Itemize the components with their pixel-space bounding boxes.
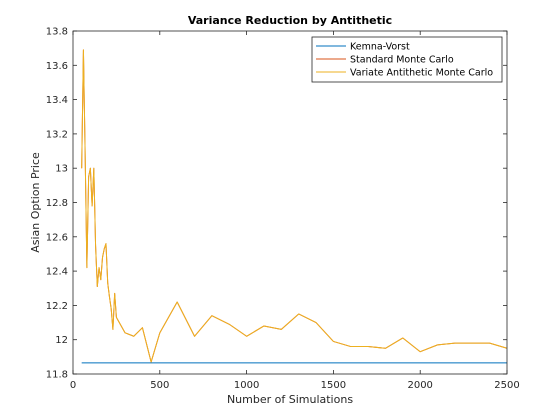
legend-label-0: Kemna-Vorst	[350, 42, 410, 53]
y-tick-label: 13.6	[46, 61, 68, 72]
x-tick-label: 1500	[321, 380, 346, 391]
series-line-2	[81, 49, 508, 363]
y-tick-label: 12	[55, 335, 68, 346]
y-tick-label: 12.2	[46, 301, 68, 312]
plot-area	[73, 31, 507, 374]
legend: Kemna-Vorst Standard Monte Carlo Variate A…	[311, 36, 503, 83]
legend-label-2: Variate Antithetic Monte Carlo	[350, 68, 493, 79]
axes-layer: 0 500 1000 1500 2000 2500 11.8 12 12.2 12.4 12.6 12…	[46, 27, 520, 392]
x-tick-label: 2000	[407, 380, 432, 391]
y-tick-label: 13.4	[46, 95, 68, 106]
y-axis-label: Asian Option Price	[29, 152, 42, 253]
y-tick-label: 13.2	[46, 129, 68, 140]
y-tick-label: 13.8	[46, 27, 68, 38]
legend-label-1: Standard Monte Carlo	[350, 55, 454, 66]
y-tick-label: 12.8	[46, 198, 68, 209]
y-tick-label: 12.4	[46, 267, 68, 278]
y-tick-label: 11.8	[46, 370, 68, 381]
chart-title: Variance Reduction by Antithetic	[188, 14, 392, 27]
y-tick-label: 13	[55, 164, 68, 175]
x-tick-label: 1000	[234, 380, 259, 391]
x-axis-label: Number of Simulations	[227, 393, 353, 406]
y-tick-label: 12.6	[46, 232, 68, 243]
x-tick-label: 2500	[494, 380, 519, 391]
series-layer	[81, 49, 508, 364]
x-tick-label: 0	[70, 380, 76, 391]
x-tick-label: 500	[150, 380, 169, 391]
